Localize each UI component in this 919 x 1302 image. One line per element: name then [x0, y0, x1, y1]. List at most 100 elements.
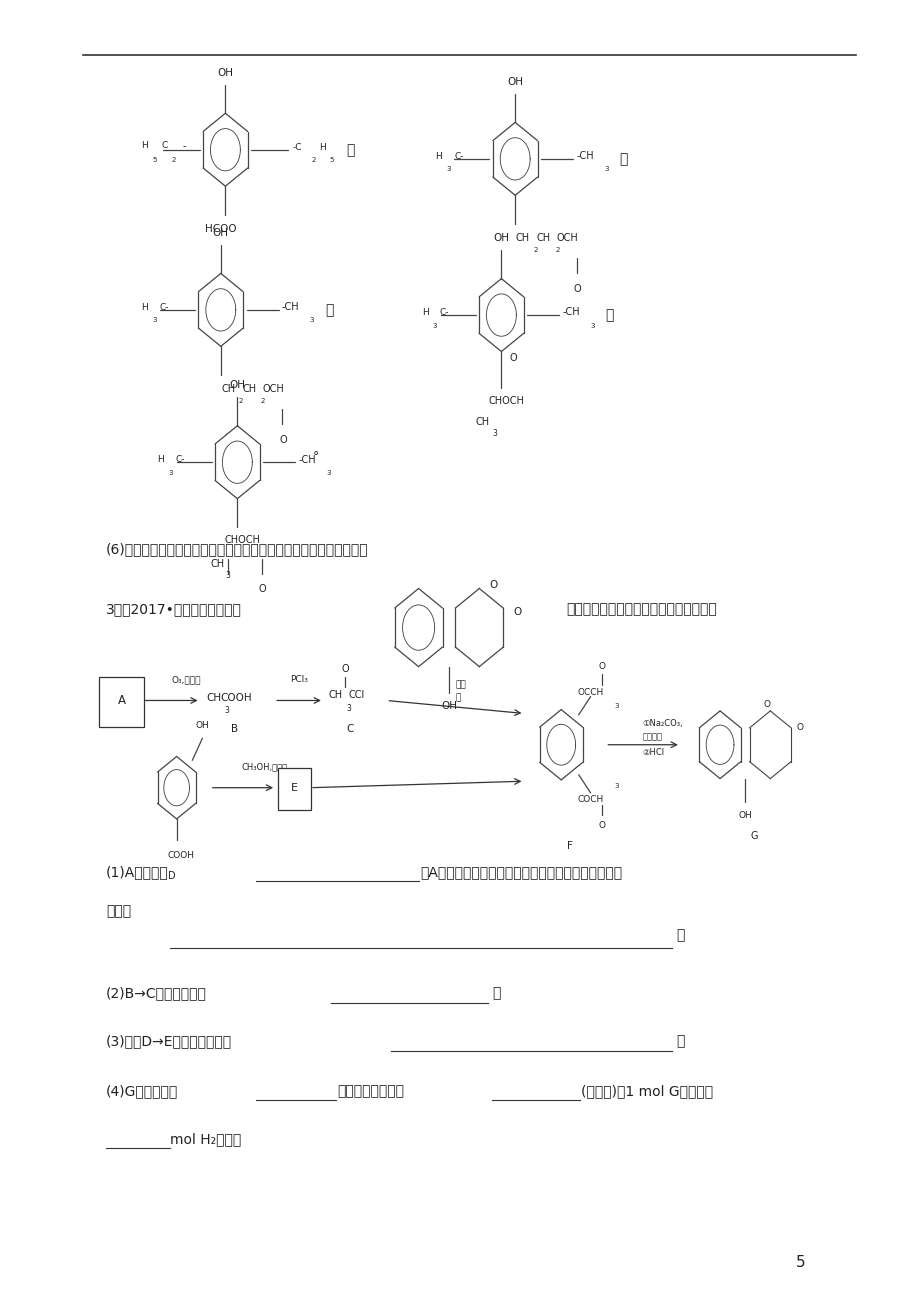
Text: 3: 3: [604, 167, 607, 172]
Text: 3: 3: [614, 784, 618, 789]
Text: mol H₂反应。: mol H₂反应。: [170, 1133, 241, 1146]
Text: F: F: [567, 841, 573, 852]
Text: -CH: -CH: [562, 307, 580, 318]
Text: (4)G的分子式是: (4)G的分子式是: [106, 1085, 178, 1098]
Text: (1)A的名称是: (1)A的名称是: [106, 866, 168, 879]
Text: OH: OH: [196, 721, 209, 729]
Text: 2: 2: [312, 158, 315, 163]
Text: OH: OH: [212, 228, 229, 238]
Text: H: H: [435, 152, 442, 160]
Text: OCCH: OCCH: [577, 689, 603, 697]
Text: CHOCH: CHOCH: [488, 396, 523, 406]
Text: 3: 3: [225, 572, 231, 579]
Text: 5: 5: [330, 158, 334, 163]
Text: 程式：: 程式：: [106, 905, 130, 918]
Text: C-: C-: [454, 152, 463, 160]
Text: ②HCl: ②HCl: [641, 749, 664, 756]
Text: 3: 3: [447, 167, 450, 172]
Text: OH: OH: [440, 700, 457, 711]
Text: 3: 3: [433, 323, 437, 328]
Text: 3: 3: [614, 703, 618, 708]
Text: -: -: [182, 141, 186, 151]
Text: 2: 2: [172, 158, 176, 163]
Text: 可用来制备抗凝血药，通过下列路线合成: 可用来制备抗凝血药，通过下列路线合成: [565, 603, 716, 616]
Text: (3)写出D→E的化学方程式：: (3)写出D→E的化学方程式：: [106, 1035, 232, 1048]
Text: CH: CH: [206, 693, 221, 703]
Text: O: O: [514, 607, 521, 617]
Text: OH: OH: [217, 68, 233, 78]
Text: 剂: 剂: [455, 694, 460, 702]
Text: E: E: [290, 783, 298, 793]
Text: O: O: [489, 579, 496, 590]
Text: C-: C-: [439, 309, 448, 316]
Text: 、: 、: [346, 143, 355, 156]
Text: H: H: [157, 456, 165, 464]
Text: 、: 、: [324, 303, 334, 316]
Text: 3: 3: [169, 470, 173, 475]
Text: °: °: [312, 450, 318, 464]
FancyBboxPatch shape: [99, 677, 143, 727]
Text: H: H: [421, 309, 428, 316]
Text: CH: CH: [515, 233, 529, 243]
Text: OH: OH: [493, 233, 509, 243]
Text: H: H: [141, 142, 148, 150]
Text: C-: C-: [176, 456, 185, 464]
Text: COCH: COCH: [577, 796, 603, 803]
Text: CHOCH: CHOCH: [224, 535, 259, 546]
Text: 2: 2: [533, 247, 537, 253]
Text: H: H: [141, 303, 148, 311]
Text: (填名称)，1 mol G最多能和: (填名称)，1 mol G最多能和: [581, 1085, 713, 1098]
Text: 、: 、: [605, 309, 614, 322]
Text: CH: CH: [210, 559, 224, 569]
Text: 3: 3: [153, 318, 156, 323]
Text: OCH: OCH: [262, 384, 284, 395]
Text: -CH: -CH: [281, 302, 300, 312]
Text: 。: 。: [492, 987, 500, 1000]
Text: O: O: [597, 822, 605, 829]
Text: 、: 、: [618, 152, 628, 165]
Text: H: H: [318, 143, 325, 151]
Text: ①Na₂CO₃,: ①Na₂CO₃,: [641, 720, 682, 728]
Text: PCl₃: PCl₃: [289, 676, 308, 684]
Text: 。: 。: [675, 928, 684, 941]
Text: D: D: [168, 871, 176, 881]
Text: C: C: [162, 142, 167, 150]
Text: 3: 3: [310, 318, 313, 323]
Text: O: O: [341, 664, 348, 674]
Text: 3: 3: [224, 707, 230, 715]
Text: (2)B→C的反应类型是: (2)B→C的反应类型是: [106, 987, 207, 1000]
Text: O: O: [279, 435, 287, 445]
Text: B: B: [231, 724, 238, 734]
Text: 3: 3: [590, 323, 594, 328]
FancyBboxPatch shape: [278, 768, 311, 810]
Text: OH: OH: [506, 77, 523, 87]
Text: HCOO: HCOO: [205, 224, 236, 234]
Text: 3: 3: [492, 430, 497, 437]
Text: O: O: [258, 583, 266, 594]
Text: CCl: CCl: [348, 690, 365, 700]
Text: 2: 2: [261, 398, 265, 404]
Text: CH: CH: [328, 690, 343, 700]
Text: CH: CH: [221, 384, 235, 395]
Text: O: O: [509, 353, 516, 363]
Text: 。: 。: [675, 1035, 684, 1048]
Text: ，含有的官能团是: ，含有的官能团是: [337, 1085, 404, 1098]
Text: 2: 2: [555, 247, 559, 253]
Text: CH: CH: [475, 417, 490, 427]
Text: 3．【2017•太原市高三质棄】: 3．【2017•太原市高三质棄】: [106, 603, 242, 616]
Text: O: O: [796, 724, 803, 732]
Text: OH: OH: [738, 811, 751, 819]
Text: 5: 5: [795, 1255, 804, 1271]
Text: 5: 5: [153, 158, 156, 163]
Text: O: O: [597, 663, 605, 671]
Text: OCH: OCH: [556, 233, 578, 243]
Text: G: G: [750, 831, 757, 841]
Text: 液体石蜡: 液体石蜡: [641, 733, 662, 741]
Text: C-: C-: [159, 303, 168, 311]
Text: COOH: COOH: [221, 693, 252, 703]
Text: CH: CH: [536, 233, 550, 243]
Text: -CH: -CH: [575, 151, 594, 161]
Text: -CH: -CH: [298, 454, 316, 465]
Text: CH₃OH,浓硫酸: CH₃OH,浓硫酸: [242, 763, 288, 771]
Text: (6)原料为卤代烃，对照目标物，模价题述合成路线可写出合成路线。: (6)原料为卤代烃，对照目标物，模价题述合成路线可写出合成路线。: [106, 543, 368, 556]
